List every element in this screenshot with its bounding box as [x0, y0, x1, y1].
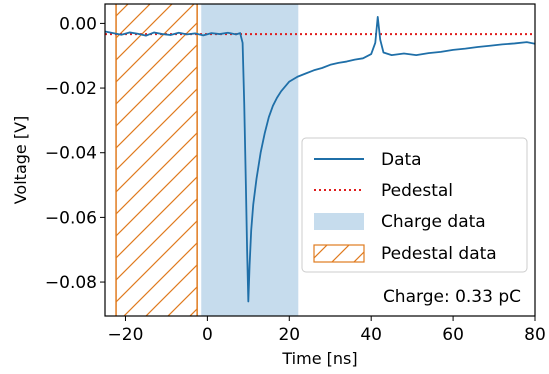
x-tick-label: 60 [442, 325, 464, 345]
legend-swatch-pedestal-data [313, 244, 365, 263]
data-line [105, 16, 535, 303]
regions [115, 4, 299, 316]
y-axis-label: Voltage [V] [11, 116, 30, 205]
legend-label-charge-data: Charge data [381, 212, 486, 232]
legend: Data Pedestal Charge data Pedestal data [301, 137, 528, 273]
x-tick-label: 80 [524, 325, 546, 345]
x-tick-label: 40 [360, 325, 382, 345]
legend-frame [301, 137, 528, 273]
x-axis-label: Time [ns] [281, 349, 357, 368]
y-tick-label: −0.04 [45, 144, 97, 164]
x-axis-ticks: −20 0 20 40 60 80 [108, 316, 546, 345]
legend-label-pedestal-data: Pedestal data [381, 244, 497, 264]
y-tick-label: −0.08 [45, 273, 97, 293]
legend-swatch-charge-data [314, 213, 364, 230]
y-tick-label: −0.02 [45, 79, 97, 99]
y-axis-ticks: 0.00 −0.02 −0.04 −0.06 −0.08 [45, 14, 105, 293]
data-series-line [105, 16, 535, 303]
x-tick-label: −20 [108, 325, 144, 345]
y-tick-label: 0.00 [59, 14, 97, 34]
legend-label-pedestal: Pedestal [381, 181, 453, 201]
x-tick-label: 20 [278, 325, 300, 345]
plot-frame [104, 3, 536, 317]
x-tick-label: 0 [202, 325, 213, 345]
region-pedestal-data [116, 4, 198, 316]
legend-label-data: Data [381, 150, 422, 170]
charge-annotation: Charge: 0.33 pC [383, 287, 521, 307]
y-tick-label: −0.06 [45, 208, 97, 228]
